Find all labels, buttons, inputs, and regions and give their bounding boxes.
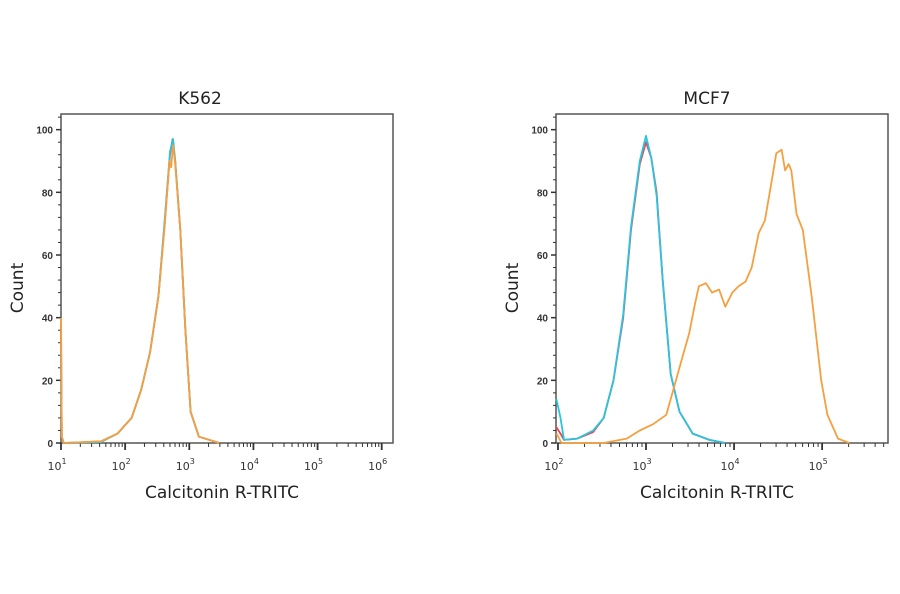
histogram-series-2 xyxy=(60,144,220,444)
tick-base: 10 xyxy=(304,460,318,473)
y-axis-label: Count xyxy=(8,262,28,313)
tick-base: 10 xyxy=(721,460,735,473)
tick-exponent: 1 xyxy=(61,457,66,466)
x-tick-label: 104 xyxy=(240,457,259,473)
histogram-series-0 xyxy=(555,141,726,444)
x-tick-label: 102 xyxy=(112,457,131,473)
y-tick-label: 40 xyxy=(537,314,549,325)
tick-base: 10 xyxy=(112,460,126,473)
tick-base: 10 xyxy=(544,460,558,473)
x-tick-label: 103 xyxy=(176,457,195,473)
y-tick-label: 40 xyxy=(42,314,54,325)
histogram-series-1 xyxy=(555,134,726,444)
y-tick-label: 20 xyxy=(537,376,549,387)
tick-exponent: 3 xyxy=(190,457,195,466)
x-axis-label: Calcitonin R-TRITC xyxy=(145,483,299,503)
tick-base: 10 xyxy=(368,460,382,473)
plot-frame xyxy=(60,113,394,444)
histogram-series-1 xyxy=(60,138,220,444)
tick-exponent: 2 xyxy=(558,457,563,466)
tick-exponent: 2 xyxy=(126,457,131,466)
tick-exponent: 6 xyxy=(382,457,387,466)
y-tick-label: 80 xyxy=(42,188,54,199)
x-tick-label: 105 xyxy=(809,457,828,473)
tick-exponent: 4 xyxy=(735,457,740,466)
y-tick-label: 100 xyxy=(531,126,548,137)
y-tick-label: 80 xyxy=(537,188,549,199)
y-axis-label: Count xyxy=(503,262,523,313)
y-tick-label: 20 xyxy=(42,376,54,387)
tick-base: 10 xyxy=(47,460,61,473)
x-tick-label: 104 xyxy=(721,457,740,473)
histogram-series-0 xyxy=(60,138,220,444)
y-tick-label: 0 xyxy=(47,439,53,450)
tick-exponent: 4 xyxy=(254,457,259,466)
chart-title: MCF7 xyxy=(683,89,730,109)
tick-base: 10 xyxy=(809,460,823,473)
x-tick-label: 103 xyxy=(632,457,651,473)
x-tick-label: 106 xyxy=(368,457,387,473)
y-tick-label: 100 xyxy=(36,126,53,137)
tick-exponent: 3 xyxy=(646,457,651,466)
x-tick-label: 102 xyxy=(544,457,563,473)
x-tick-label: 105 xyxy=(304,457,323,473)
chart-title: K562 xyxy=(178,89,222,109)
y-tick-label: 60 xyxy=(42,251,54,262)
y-tick-label: 0 xyxy=(542,439,548,450)
x-tick-label: 101 xyxy=(47,457,66,473)
y-tick-label: 60 xyxy=(537,251,549,262)
tick-exponent: 5 xyxy=(318,457,323,466)
histogram-series-2 xyxy=(555,148,850,444)
tick-base: 10 xyxy=(632,460,646,473)
tick-base: 10 xyxy=(240,460,254,473)
tick-base: 10 xyxy=(176,460,190,473)
plot-frame xyxy=(555,113,889,444)
tick-exponent: 5 xyxy=(823,457,828,466)
x-axis-label: Calcitonin R-TRITC xyxy=(640,483,794,503)
